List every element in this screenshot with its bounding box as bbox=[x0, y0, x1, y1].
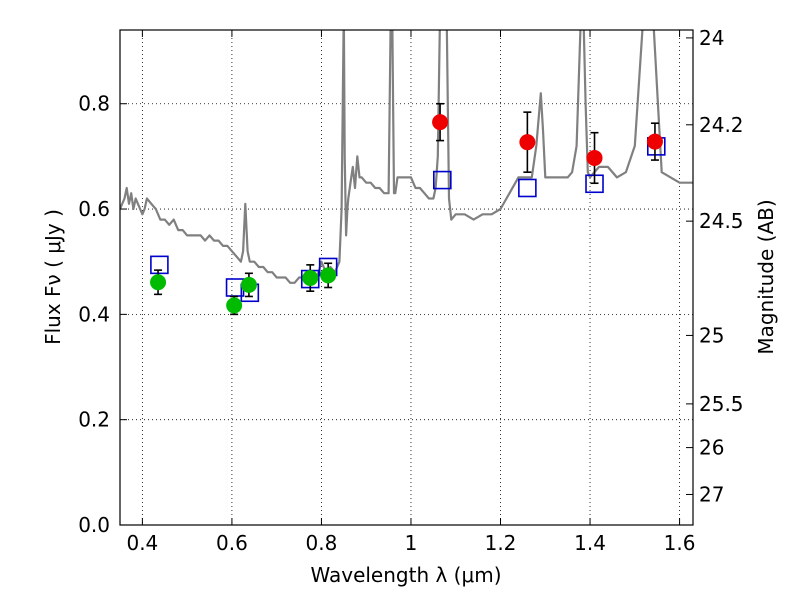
y-tick-label: 0.4 bbox=[78, 302, 110, 326]
x-tick-label: 1 bbox=[405, 531, 418, 555]
plot-area bbox=[120, 30, 693, 316]
y2-tick-label: 24.5 bbox=[699, 209, 744, 233]
y2-tick-label: 27 bbox=[699, 482, 724, 506]
model-photometry-square bbox=[150, 255, 169, 275]
model-photometry-square bbox=[518, 178, 537, 198]
y2-tick-label: 24 bbox=[699, 26, 724, 50]
observed-photometry-point bbox=[432, 114, 449, 131]
grid bbox=[120, 30, 693, 526]
sed-spectrum-line bbox=[120, 30, 693, 284]
y-tick-label: 0.6 bbox=[78, 197, 110, 221]
axis-ticks: 0.4 0.6 0.8 1 1.2 1.4 1.6 0.0 0.2 0.4 0.6 0.8 24 24.2… bbox=[78, 26, 743, 555]
y-tick-label: 0.8 bbox=[78, 92, 110, 116]
x-tick-label: 0.6 bbox=[216, 531, 248, 555]
y2-tick-label: 26 bbox=[699, 436, 724, 460]
x-axis-title: Wavelength λ (μm) bbox=[310, 563, 501, 587]
x-tick-label: 0.8 bbox=[306, 531, 338, 555]
observed-photometry-point bbox=[519, 134, 536, 151]
observed-photometry-point bbox=[226, 297, 243, 314]
y2-axis-title: Magnitude (AB) bbox=[754, 199, 778, 354]
observed-photometry-point bbox=[586, 149, 603, 166]
observed-photometry-point bbox=[150, 274, 167, 291]
observed-photometry-point bbox=[302, 270, 319, 287]
y2-tick-label: 24.2 bbox=[699, 113, 744, 137]
y-tick-label: 0.0 bbox=[78, 513, 110, 537]
y-tick-label: 0.2 bbox=[78, 408, 110, 432]
observed-photometry-point bbox=[320, 267, 337, 284]
y-axis-title: Flux Fν ( μJy ) bbox=[41, 209, 65, 345]
observed-photometry-point bbox=[240, 276, 257, 293]
x-tick-label: 1.6 bbox=[664, 531, 696, 555]
y2-tick-label: 25 bbox=[699, 323, 724, 347]
observed-photometry-point bbox=[646, 133, 663, 150]
x-tick-label: 1.2 bbox=[485, 531, 517, 555]
x-tick-label: 0.4 bbox=[126, 531, 158, 555]
plot-frame bbox=[119, 29, 694, 526]
x-tick-label: 1.4 bbox=[574, 531, 606, 555]
model-photometry-square bbox=[433, 170, 452, 190]
y2-tick-label: 25.5 bbox=[699, 392, 744, 416]
